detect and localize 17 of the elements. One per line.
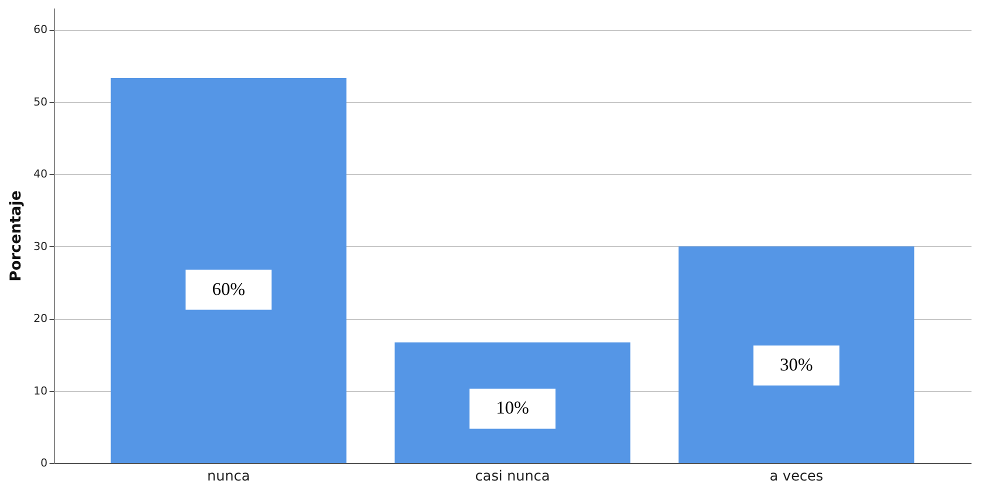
y-tick-label: 30 (34, 240, 48, 253)
y-tick-label: 40 (34, 168, 48, 181)
x-tick-label: nunca (207, 468, 250, 484)
annotation: 60% (212, 278, 246, 299)
x-tick-label: casi nunca (475, 468, 550, 484)
bar (394, 342, 630, 463)
annotation: 30% (780, 354, 813, 374)
y-axis-title: Porcentaje (6, 190, 25, 282)
y-tick-label: 60 (34, 23, 48, 36)
annotation: 10% (496, 398, 529, 418)
y-tick-label: 50 (34, 95, 48, 108)
bar (110, 78, 346, 463)
bar (678, 246, 914, 463)
x-tick-label: a veces (770, 468, 824, 484)
y-tick-label: 20 (34, 312, 48, 326)
y-tick-label: 10 (34, 384, 48, 398)
y-tick-label: 0 (40, 456, 48, 470)
